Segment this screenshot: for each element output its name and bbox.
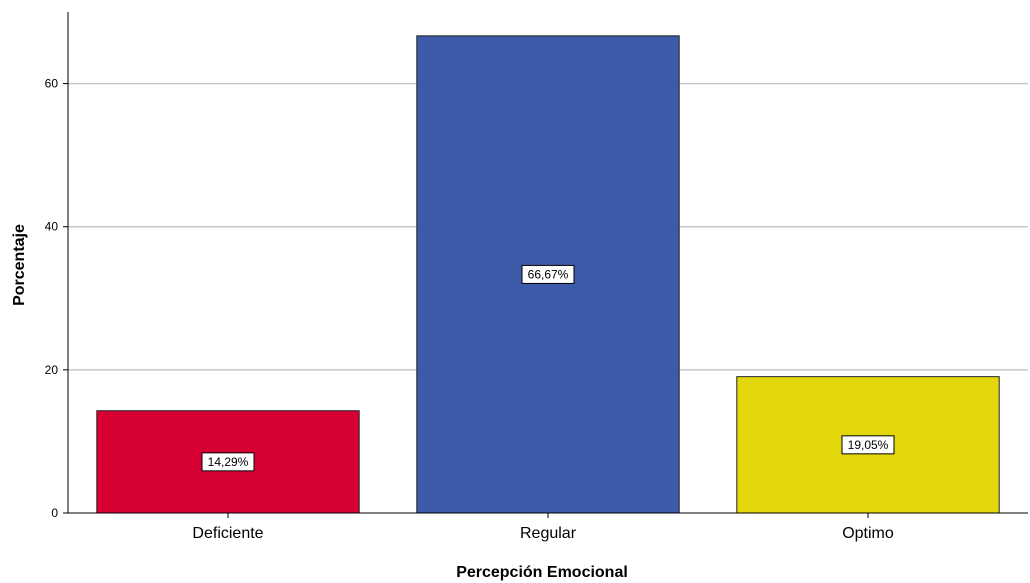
data-label-box: [521, 264, 575, 284]
x-tick-label: Deficiente: [192, 525, 263, 542]
data-label-box: [841, 435, 895, 455]
y-ticks: 0 20 40 60: [45, 77, 68, 520]
data-label-text: 19,05%: [848, 438, 889, 452]
y-tick-label: 60: [45, 77, 59, 91]
data-labels: 14,29% 66,67% 19,05%: [201, 264, 895, 472]
data-label-optimo: 19,05%: [841, 435, 895, 455]
x-axis-title: Percepción Emocional: [456, 564, 628, 581]
data-label-regular: 66,67%: [521, 264, 575, 284]
data-label-box: [201, 452, 255, 472]
data-label-text: 14,29%: [208, 455, 249, 469]
data-label-deficiente: 14,29%: [201, 452, 255, 472]
y-tick-label: 40: [45, 220, 59, 234]
y-tick-label: 0: [51, 506, 58, 520]
x-tick-label: Optimo: [842, 525, 894, 542]
y-axis-title: Porcentaje: [11, 224, 28, 306]
data-label-text: 66,67%: [528, 267, 569, 281]
x-ticks: Deficiente Regular Optimo: [192, 513, 894, 542]
x-tick-label: Regular: [520, 525, 577, 542]
y-tick-label: 20: [45, 363, 59, 377]
